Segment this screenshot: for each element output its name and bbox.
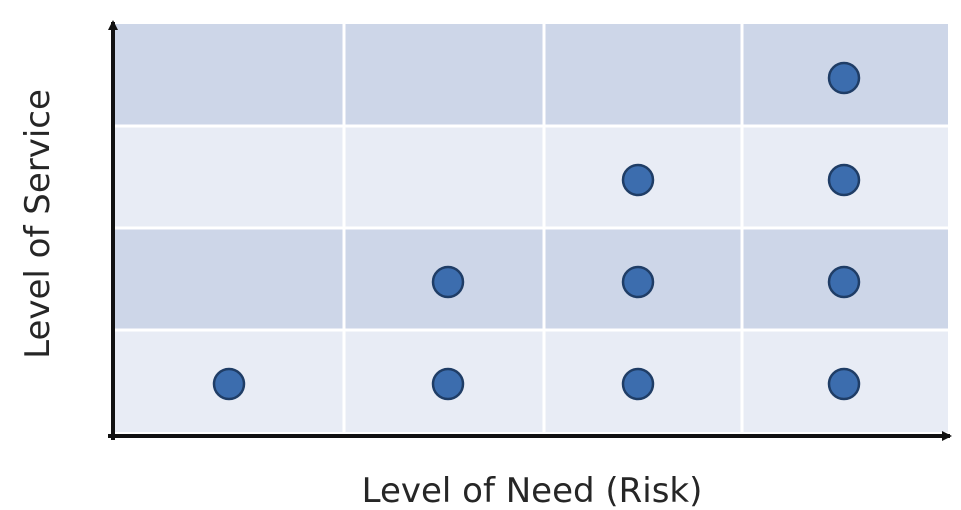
row-band-3 <box>113 126 948 228</box>
data-point <box>621 163 655 197</box>
data-points <box>212 61 861 401</box>
data-point <box>212 367 246 401</box>
data-point <box>827 163 861 197</box>
data-point <box>621 265 655 299</box>
row-band-2 <box>113 228 948 330</box>
y-axis-title: Level of Service <box>18 89 58 359</box>
row-band-4 <box>113 24 948 126</box>
data-point <box>621 367 655 401</box>
x-axis-title: Level of Need (Risk) <box>362 471 703 510</box>
data-point <box>431 265 465 299</box>
data-point <box>827 367 861 401</box>
row-band-1 <box>113 330 948 432</box>
grid-lines <box>113 24 948 432</box>
data-point <box>827 265 861 299</box>
grid-bands <box>113 24 948 432</box>
data-point <box>431 367 465 401</box>
data-point <box>827 61 861 95</box>
